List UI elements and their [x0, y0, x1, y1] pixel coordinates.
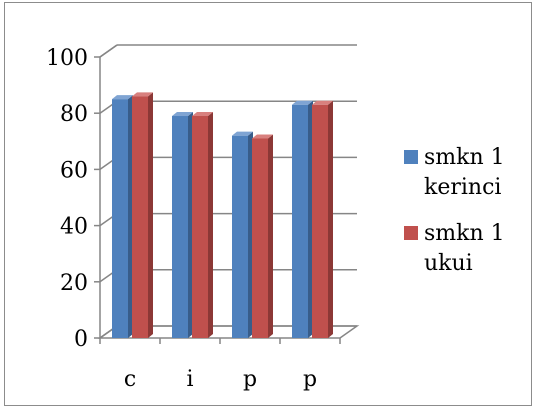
bar-side: [268, 134, 273, 338]
legend-swatch: [404, 150, 418, 164]
legend-label: ukui: [424, 251, 473, 276]
bar-top: [232, 131, 253, 136]
bar-top: [112, 95, 133, 100]
bar-front: [132, 96, 148, 338]
y-tick-label: 20: [60, 271, 88, 296]
x-category-label: p: [243, 367, 257, 392]
bar: [232, 131, 253, 338]
bar-front: [112, 99, 128, 339]
bar: [172, 112, 193, 338]
bar-top: [292, 100, 313, 105]
bar-front: [252, 138, 268, 338]
x-category-label: p: [303, 367, 317, 392]
gridline-depth: [99, 44, 118, 58]
bar: [292, 100, 313, 339]
y-tick-label: 40: [60, 215, 88, 240]
bar-front: [292, 104, 308, 339]
bar: [112, 95, 133, 339]
bar-front: [192, 116, 208, 338]
y-tick-label: 80: [60, 102, 88, 127]
bar-top: [132, 92, 153, 97]
bar-front: [172, 116, 188, 338]
bar-side: [328, 100, 333, 339]
bar: [312, 100, 333, 339]
y-tick-label: 0: [74, 327, 88, 352]
bar: [252, 134, 273, 338]
bar: [132, 92, 153, 338]
bar-top: [312, 100, 333, 105]
y-axis-tick-labels: 0 20 40 60 80 100: [46, 46, 88, 352]
bar-side: [148, 92, 153, 338]
bar-top: [172, 112, 193, 117]
x-category-label: c: [124, 367, 136, 392]
bar-top: [252, 134, 273, 139]
bar-front: [312, 104, 328, 339]
bars: [112, 92, 333, 339]
bar-side: [128, 95, 133, 339]
legend: smkn 1 kerinci smkn 1 ukui: [404, 145, 505, 276]
bar-front: [232, 135, 248, 338]
bar-side: [188, 112, 193, 338]
bar-side: [248, 131, 253, 338]
legend-swatch: [404, 226, 418, 240]
bar-side: [208, 112, 213, 338]
bar-top: [192, 112, 213, 117]
bar-side: [308, 100, 313, 339]
legend-label: smkn 1: [424, 145, 505, 170]
bar: [192, 112, 213, 338]
legend-label: smkn 1: [424, 221, 505, 246]
x-category-label: i: [186, 367, 193, 392]
legend-label: kerinci: [424, 175, 501, 200]
y-tick-label: 100: [46, 46, 88, 71]
y-tick-label: 60: [60, 158, 88, 183]
